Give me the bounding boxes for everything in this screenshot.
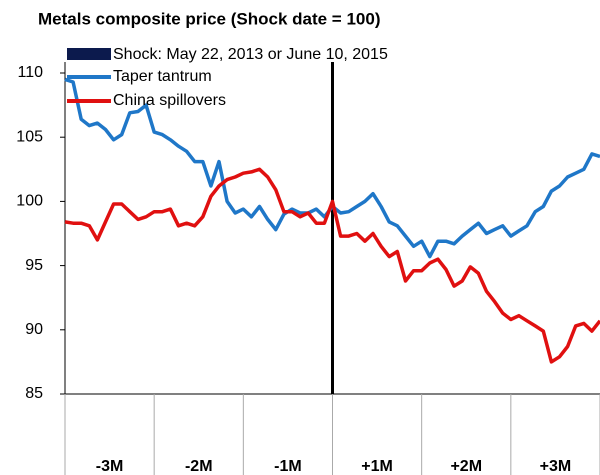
x-tick-label: +1M (361, 458, 393, 475)
y-tick-label: 110 (17, 64, 43, 81)
y-tick-label: 85 (25, 385, 43, 402)
series-line (64, 167, 600, 364)
x-tick-label: +2M (450, 458, 482, 475)
y-tick-label: 95 (25, 257, 43, 274)
legend-label: Taper tantrum (113, 68, 212, 85)
legend-swatch (67, 48, 111, 60)
x-tick-label: +3M (540, 458, 572, 475)
y-tick-label: 100 (16, 193, 43, 210)
x-tick-label: -3M (96, 458, 124, 475)
chart-title: Metals composite price (Shock date = 100… (38, 9, 380, 28)
x-tick-label: -1M (274, 458, 302, 475)
legend-label: Shock: May 22, 2013 or June 10, 2015 (113, 46, 388, 63)
y-tick-label: 105 (16, 128, 43, 145)
y-tick-label: 90 (25, 321, 43, 338)
legend-label: China spillovers (113, 92, 226, 109)
x-tick-label: -2M (185, 458, 213, 475)
